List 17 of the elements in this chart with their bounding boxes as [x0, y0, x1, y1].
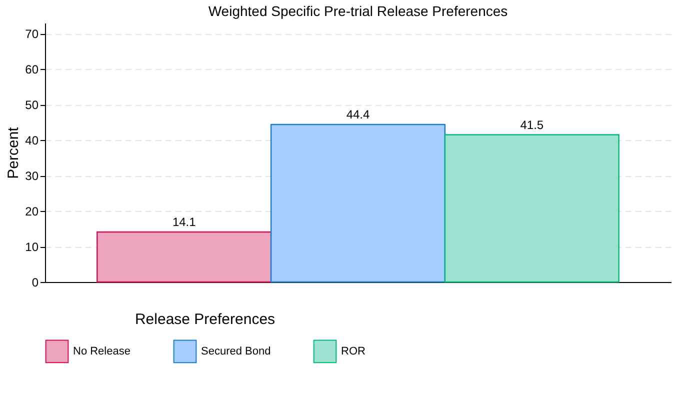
data-label: 14.1 — [172, 214, 196, 229]
legend-label: ROR — [341, 345, 366, 358]
y-tick-label: 50 — [25, 98, 39, 112]
legend-label: No Release — [73, 345, 130, 358]
data-label: 44.4 — [346, 107, 370, 122]
legend-title: Release Preferences — [134, 311, 276, 328]
legend-label: Secured Bond — [201, 345, 271, 358]
y-tick-label: 0 — [32, 276, 39, 290]
y-tick-label: 10 — [25, 240, 39, 254]
y-tick-label: 30 — [25, 169, 39, 184]
y-tick-label: 60 — [25, 62, 39, 77]
y-axis-title: Percent — [5, 126, 22, 179]
y-tick-label: 40 — [25, 134, 39, 148]
data-label: 41.5 — [520, 118, 544, 132]
y-tick-label: 20 — [25, 204, 39, 219]
chart-title: Weighted Specific Pre-trial Release Preferences — [208, 3, 508, 19]
y-tick-label: 70 — [25, 27, 39, 42]
